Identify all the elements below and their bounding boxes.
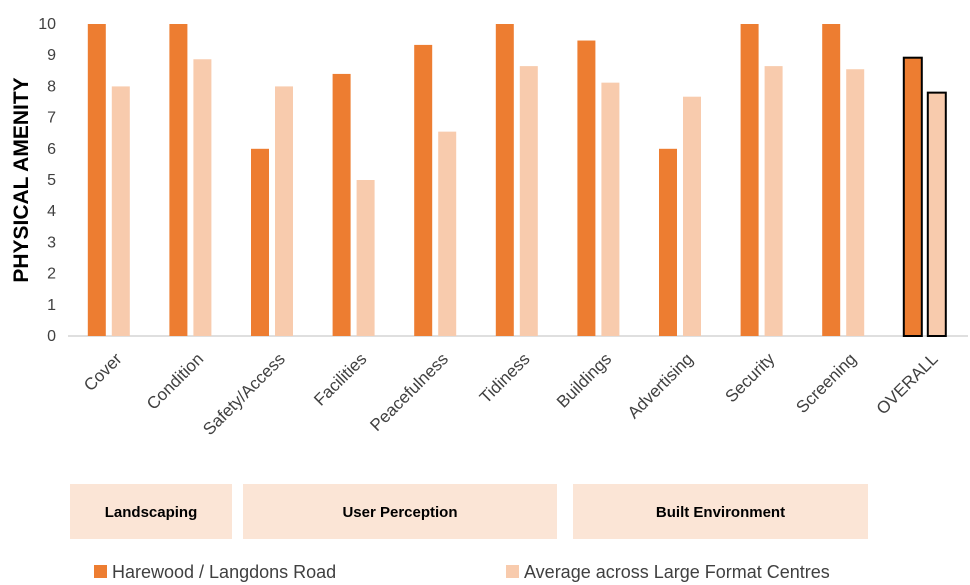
bar-average	[519, 66, 538, 337]
x-category-label: Buildings	[553, 349, 615, 411]
bar-average	[683, 96, 701, 336]
bar-harewood	[902, 56, 923, 337]
bar-harewood	[169, 24, 188, 336]
bar-harewood	[87, 24, 106, 336]
bar-average	[846, 69, 865, 337]
bar-harewood	[659, 148, 677, 336]
x-category-label: Safety/Access	[199, 349, 289, 439]
x-category-label: Advertising	[624, 349, 697, 422]
x-category-label: Tidiness	[476, 349, 534, 407]
x-category-label: Cover	[80, 349, 126, 395]
y-tick-label: 10	[38, 16, 56, 33]
legend-swatch-average	[506, 565, 519, 578]
bar-harewood	[495, 24, 514, 336]
x-category-label: Peacefulness	[366, 349, 452, 435]
y-tick-label: 9	[47, 47, 56, 64]
group-box	[243, 484, 557, 539]
y-tick-label: 8	[47, 78, 56, 95]
y-tick-label: 4	[47, 203, 56, 220]
y-tick-label: 1	[47, 297, 56, 314]
y-tick-label: 7	[47, 110, 56, 127]
x-category-label: Screening	[792, 349, 860, 417]
bar-average	[275, 86, 293, 337]
group-label: Landscaping	[105, 504, 198, 521]
y-tick-label: 2	[47, 266, 56, 283]
bar-average	[356, 180, 375, 336]
bar-average	[926, 91, 947, 337]
group-label: Built Environment	[656, 504, 785, 521]
y-tick-label: 6	[47, 141, 56, 158]
bar-harewood	[577, 40, 596, 336]
bar-average	[193, 59, 212, 336]
group-box	[70, 484, 232, 539]
bar-harewood	[332, 73, 351, 337]
bar-harewood	[822, 24, 841, 336]
bar-average	[764, 66, 783, 337]
bar-average	[438, 131, 457, 336]
y-tick-label: 5	[47, 172, 56, 189]
y-tick-label: 3	[47, 234, 56, 251]
bar-harewood	[251, 148, 269, 336]
legend-label: Harewood / Langdons Road	[112, 562, 336, 582]
legend-label: Average across Large Format Centres	[524, 562, 830, 582]
bar-average	[111, 86, 130, 337]
x-category-label: Facilities	[310, 349, 370, 409]
group-box	[573, 484, 868, 539]
y-axis-label: PHYSICAL AMENITY	[10, 77, 33, 282]
group-label: User Perception	[342, 504, 457, 521]
bar-harewood	[414, 44, 433, 337]
bar-average	[601, 82, 620, 336]
x-category-label: Condition	[143, 349, 207, 413]
x-category-label: Security	[722, 349, 779, 406]
legend-swatch-harewood	[94, 565, 107, 578]
bar-harewood	[740, 24, 759, 336]
y-tick-label: 0	[47, 328, 56, 345]
x-category-label: OVERALL	[873, 349, 942, 418]
